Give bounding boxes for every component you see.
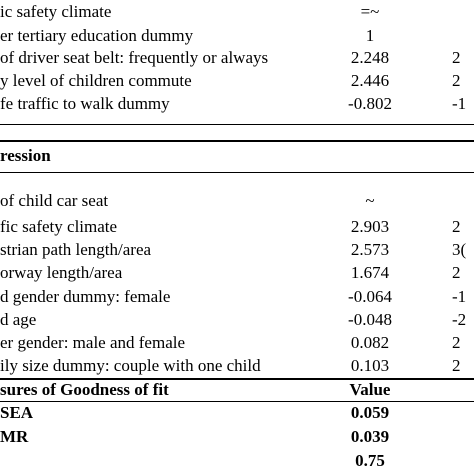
cell-extra: 2: [452, 356, 461, 375]
cell-label: orway length/area: [0, 263, 123, 282]
cell-extra: 2: [452, 333, 461, 352]
cell-label: MR: [0, 427, 29, 446]
cell-label: er gender: male and female: [0, 333, 186, 352]
rule: [0, 124, 474, 125]
cell-label: y level of children commute: [0, 71, 192, 90]
cell-label: fic safety climate: [0, 217, 118, 236]
cell-value: 0.082: [350, 333, 390, 352]
cell-extra: -1: [452, 94, 467, 113]
cell-value: 2.573: [350, 240, 390, 259]
cell-value: 0.039: [350, 427, 390, 446]
cell-extra: 2: [452, 71, 461, 90]
cell-label: fe traffic to walk dummy: [0, 94, 170, 113]
cell-value: ~: [365, 191, 375, 210]
cell-label: SEA: [0, 403, 34, 422]
cell-extra: -1: [452, 287, 467, 306]
cell-value: -0.802: [348, 94, 392, 113]
cell-extra: -2: [452, 310, 467, 329]
cell-label: d age: [0, 310, 37, 329]
cell-extra: 2: [452, 217, 461, 236]
cell-extra: 2: [452, 48, 461, 67]
cell-extra: 3(: [452, 240, 467, 259]
cell-value: 0.059: [350, 403, 390, 422]
cell-value: 1.674: [350, 263, 390, 282]
cell-value: 2.248: [350, 48, 390, 67]
rule: [0, 378, 474, 380]
rule: [0, 172, 474, 173]
cell-label: d gender dummy: female: [0, 287, 171, 306]
cell-label: of driver seat belt: frequently or alway…: [0, 48, 269, 67]
cell-label: strian path length/area: [0, 240, 152, 259]
cell-value: 0.75: [355, 451, 385, 470]
cell-value: Value: [349, 380, 391, 399]
cell-label: sures of Goodness of fit: [0, 380, 169, 399]
cell-extra: 2: [452, 263, 461, 282]
rule: [0, 140, 474, 142]
cell-value: 2.903: [350, 217, 390, 236]
cell-value: =~: [360, 2, 380, 21]
cell-label: ily size dummy: couple with one child: [0, 356, 261, 375]
cell-label: er tertiary education dummy: [0, 26, 194, 45]
cell-label: of child car seat: [0, 191, 109, 210]
cell-value: 1: [365, 26, 375, 45]
cell-label: ression: [0, 146, 51, 165]
cell-label: ic safety climate: [0, 2, 112, 21]
cell-value: -0.048: [348, 310, 392, 329]
rule: [0, 401, 474, 402]
cell-value: 2.446: [350, 71, 390, 90]
cell-value: -0.064: [348, 287, 392, 306]
cell-value: 0.103: [350, 356, 390, 375]
